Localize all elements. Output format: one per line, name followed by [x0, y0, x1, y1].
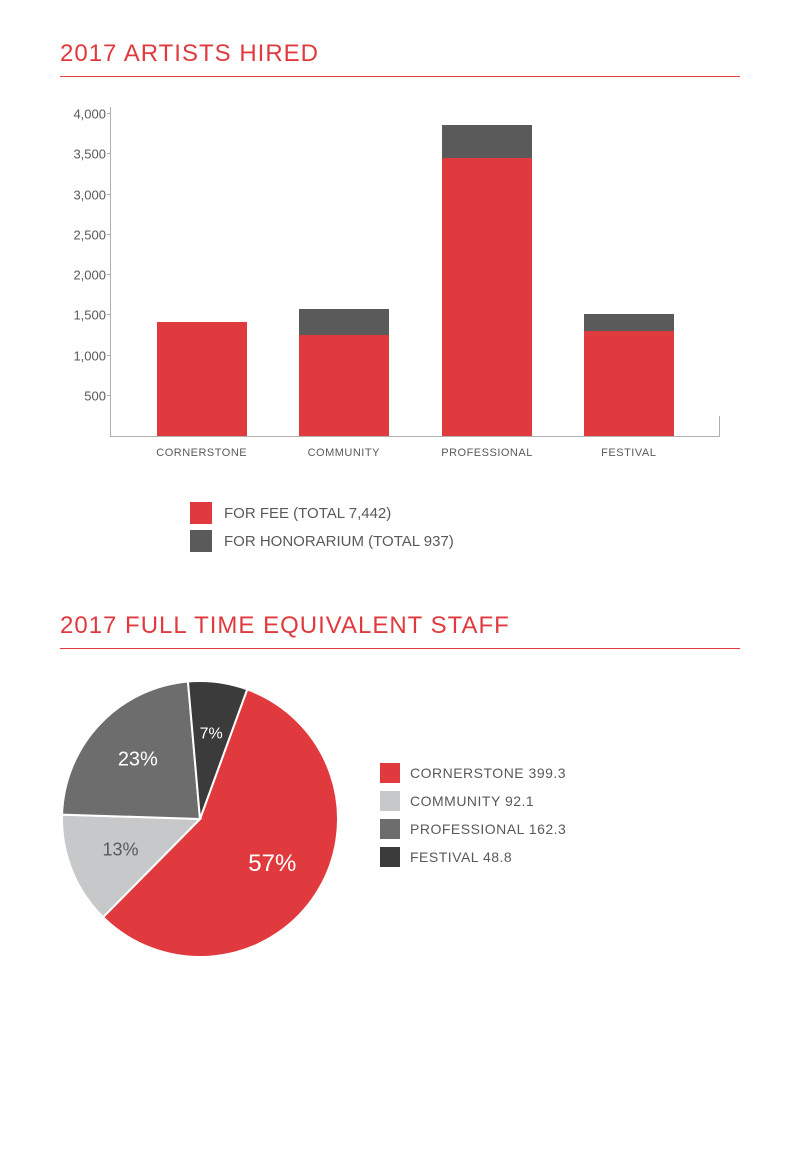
- pie-legend-item: PROFESSIONAL 162.3: [380, 819, 740, 839]
- legend-label: FOR HONORARIUM (TOTAL 937): [224, 533, 454, 550]
- legend-label: COMMUNITY 92.1: [410, 793, 534, 809]
- legend-label: CORNERSTONE 399.3: [410, 765, 566, 781]
- y-axis-tick-label: 1,500: [56, 308, 106, 323]
- fte-pie-section: 57% 13% 23% 7% CORNERSTONE 399.3 COMMUNITY 9…: [60, 679, 740, 959]
- legend-swatch: [380, 763, 400, 783]
- legend-swatch: [190, 530, 212, 552]
- y-axis-tick-mark: [107, 234, 111, 235]
- y-axis-tick-mark: [107, 395, 111, 396]
- y-axis-tick-label: 1,000: [56, 348, 106, 363]
- pie-slice-pct: 13%: [103, 839, 139, 859]
- bar-segment: [584, 331, 674, 436]
- fte-pie-chart: 57% 13% 23% 7%: [60, 679, 340, 959]
- legend-swatch: [190, 502, 212, 524]
- pie-legend-item: COMMUNITY 92.1: [380, 791, 740, 811]
- y-axis-tick-label: 2,000: [56, 268, 106, 283]
- x-axis-category-label: PROFESSIONAL: [441, 437, 531, 477]
- legend-item: FOR HONORARIUM (TOTAL 937): [190, 530, 740, 552]
- bar-group: [442, 125, 532, 436]
- x-axis-category-label: COMMUNITY: [299, 437, 389, 477]
- legend-label: FESTIVAL 48.8: [410, 849, 512, 865]
- y-axis-tick-label: 3,500: [56, 147, 106, 162]
- y-axis-tick-mark: [107, 153, 111, 154]
- y-axis-tick-mark: [107, 113, 111, 114]
- bar-segment: [584, 314, 674, 331]
- bar-group: [299, 309, 389, 436]
- bar-segment: [157, 322, 247, 436]
- x-axis-category-label: CORNERSTONE: [156, 437, 246, 477]
- artists-bar-chart: 5001,0001,5002,0002,5003,0003,5004,000 C…: [110, 107, 720, 477]
- y-axis-tick-mark: [107, 194, 111, 195]
- bar-segment: [442, 125, 532, 158]
- legend-swatch: [380, 819, 400, 839]
- pie-slice-pct: 57%: [248, 850, 296, 877]
- pie-legend-item: CORNERSTONE 399.3: [380, 763, 740, 783]
- y-axis-tick-label: 4,000: [56, 107, 106, 122]
- bar-group: [157, 322, 247, 436]
- x-axis-category-label: FESTIVAL: [584, 437, 674, 477]
- section-title-artists: 2017 ARTISTS HIRED: [60, 40, 740, 77]
- pie-legend-item: FESTIVAL 48.8: [380, 847, 740, 867]
- bar-group: [584, 314, 674, 436]
- legend-label: PROFESSIONAL 162.3: [410, 821, 566, 837]
- pie-chart-legend: CORNERSTONE 399.3 COMMUNITY 92.1 PROFESSIO…: [380, 763, 740, 875]
- y-axis-tick-label: 500: [56, 388, 106, 403]
- section-title-fte: 2017 FULL TIME EQUIVALENT STAFF: [60, 612, 740, 649]
- legend-swatch: [380, 791, 400, 811]
- pie-slice-pct: 23%: [118, 748, 158, 770]
- bar-chart-legend: FOR FEE (TOTAL 7,442) FOR HONORARIUM (TOT…: [190, 502, 740, 552]
- y-axis-tick-mark: [107, 355, 111, 356]
- y-axis-tick-mark: [107, 314, 111, 315]
- legend-item: FOR FEE (TOTAL 7,442): [190, 502, 740, 524]
- pie-slice-pct: 7%: [200, 725, 223, 742]
- bar-segment: [299, 309, 389, 335]
- bar-segment: [299, 335, 389, 436]
- legend-swatch: [380, 847, 400, 867]
- legend-label: FOR FEE (TOTAL 7,442): [224, 505, 391, 522]
- bar-segment: [442, 158, 532, 436]
- y-axis-tick-mark: [107, 274, 111, 275]
- y-axis-tick-label: 2,500: [56, 227, 106, 242]
- y-axis-tick-label: 3,000: [56, 187, 106, 202]
